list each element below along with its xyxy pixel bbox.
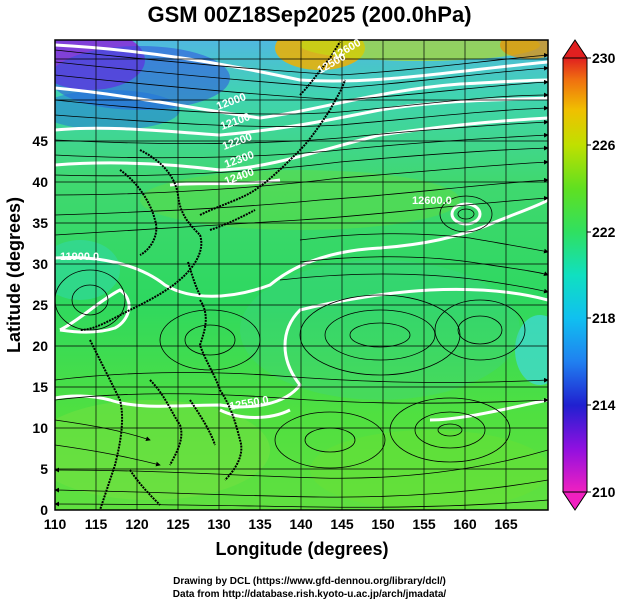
y-tick-0: 0 — [40, 502, 48, 518]
contour-label-12600b: 12600.0 — [412, 195, 452, 207]
contour-label-11900: 11900.0 — [60, 251, 99, 263]
field-layer — [55, 40, 548, 510]
x-axis-ticks: 110 115 120 125 130 135 140 145 150 155 … — [44, 516, 518, 532]
x-tick-125: 125 — [166, 516, 190, 532]
y-tick-15: 15 — [32, 379, 48, 395]
wind-streamlines — [55, 49, 548, 508]
x-tick-110: 110 — [44, 516, 67, 532]
colorbar-top-arrow — [562, 39, 588, 59]
x-tick-120: 120 — [125, 516, 149, 532]
colorbar-tick-218: 218 — [592, 310, 616, 326]
y-axis-label: Latitude (degrees) — [4, 197, 24, 353]
x-tick-160: 160 — [453, 516, 477, 532]
x-tick-140: 140 — [289, 516, 313, 532]
x-tick-115: 115 — [85, 516, 108, 532]
colorbar-tick-222: 222 — [592, 224, 616, 240]
colorbar-tick-214: 214 — [592, 397, 616, 413]
x-tick-130: 130 — [207, 516, 231, 532]
colorbar-bottom-arrow — [562, 491, 588, 511]
y-tick-5: 5 — [40, 461, 48, 477]
y-tick-10: 10 — [32, 420, 48, 436]
credit-drawing: Drawing by DCL (https://www.gfd-dennou.o… — [173, 576, 446, 587]
plot-frame — [54, 39, 549, 511]
colorbar-ramp — [562, 57, 588, 493]
y-tick-35: 35 — [32, 215, 48, 231]
coastlines — [79, 41, 346, 510]
y-axis-ticks: 0 5 10 15 20 25 30 35 40 45 — [32, 133, 48, 518]
x-tick-150: 150 — [371, 516, 395, 532]
y-tick-30: 30 — [32, 256, 48, 272]
x-tick-135: 135 — [248, 516, 272, 532]
colorbar-ticks: 230 226 222 218 214 210 — [592, 50, 616, 500]
x-tick-155: 155 — [412, 516, 436, 532]
y-tick-25: 25 — [32, 297, 48, 313]
colorbar-tick-230: 230 — [592, 50, 616, 66]
colorbar: 230 226 222 218 214 210 — [562, 39, 616, 511]
credit-data: Data from http://database.rish.kyoto-u.a… — [172, 589, 447, 600]
colorbar-tick-210: 210 — [592, 484, 616, 500]
x-axis-label: Longitude (degrees) — [215, 539, 388, 559]
x-tick-165: 165 — [494, 516, 518, 532]
height-contours — [55, 43, 548, 422]
y-tick-20: 20 — [32, 338, 48, 354]
colorbar-tick-226: 226 — [592, 137, 616, 153]
x-tick-145: 145 — [330, 516, 354, 532]
y-tick-40: 40 — [32, 174, 48, 190]
y-tick-45: 45 — [32, 133, 48, 149]
plot-title: GSM 00Z18Sep2025 (200.0hPa) — [147, 2, 472, 27]
